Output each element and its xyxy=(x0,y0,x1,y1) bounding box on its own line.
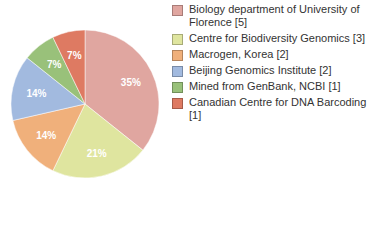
html-text:Macrogen, Korea [2]: Macrogen, Korea [2] xyxy=(189,48,289,60)
html-text:Centre for Biodiversity Genomi: Centre for Biodiversity Genomics [3] xyxy=(189,32,366,44)
html-text:Mined from GenBank, NCBI [1]: Mined from GenBank, NCBI [1] xyxy=(189,80,341,92)
svg-text:35%: 35% xyxy=(121,77,141,88)
svg-text:14%: 14% xyxy=(36,130,56,141)
svg-text:21%: 21% xyxy=(87,148,107,159)
svg-text:7%: 7% xyxy=(67,50,82,61)
html-text:Biology department of Universi: Biology department of University of Flor… xyxy=(189,3,360,28)
html-text:Canadian Centre for DNA Barcod: Canadian Centre for DNA Barcoding [1] xyxy=(189,96,367,121)
svg-text:7%: 7% xyxy=(47,59,62,70)
svg-text:14%: 14% xyxy=(26,88,46,99)
html-text:Beijing Genomics Institute [2]: Beijing Genomics Institute [2] xyxy=(189,64,332,76)
